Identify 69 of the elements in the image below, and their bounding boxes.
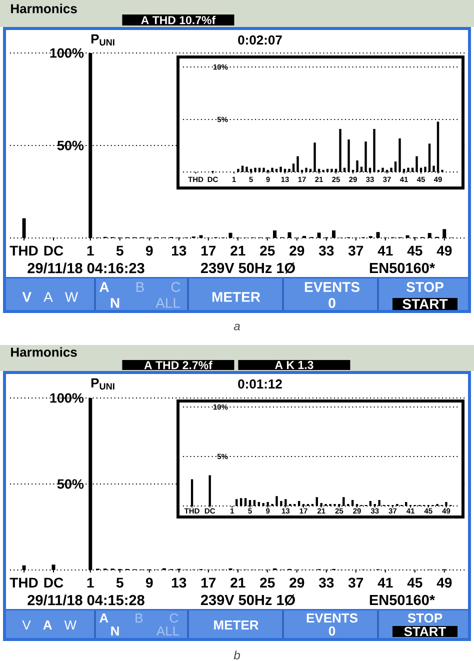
x-tick-label: 5 bbox=[116, 246, 124, 256]
text: N bbox=[110, 298, 120, 308]
text: V A W bbox=[22, 292, 78, 302]
x-tick-label: 9 bbox=[146, 578, 153, 588]
x-tick-label: 37 bbox=[348, 578, 364, 588]
x-tick-label: 41 bbox=[378, 578, 393, 588]
text: EVENTS bbox=[304, 282, 360, 292]
text: EN50160* bbox=[370, 594, 436, 606]
x-tick-label: 37 bbox=[348, 246, 364, 256]
x-tick-label: 45 bbox=[407, 578, 422, 588]
x-tick-label: 49 bbox=[436, 578, 452, 588]
text: START bbox=[402, 299, 448, 309]
text: 239V 50Hz 1Ø bbox=[200, 594, 295, 606]
text: 0:02:07 bbox=[238, 35, 282, 45]
x-tick-label: 45 bbox=[407, 246, 422, 256]
y-tick-label: 100% bbox=[50, 393, 84, 403]
x-tick-label: 49 bbox=[436, 246, 452, 256]
x-tick-label: 21 bbox=[230, 578, 246, 588]
y-tick-label: 50% bbox=[57, 479, 84, 489]
text: METER bbox=[214, 620, 258, 630]
x-tick-label: 17 bbox=[201, 578, 216, 588]
text: STOP bbox=[408, 613, 442, 623]
x-tick-label: 33 bbox=[318, 246, 334, 256]
chart-title: Harmonics bbox=[11, 347, 77, 357]
text: START bbox=[404, 626, 446, 636]
text: b bbox=[234, 650, 240, 660]
y-tick-label: 50% bbox=[57, 140, 84, 150]
text: a bbox=[234, 324, 240, 330]
text: 239V 50Hz 1Ø bbox=[200, 262, 295, 274]
text: 0 bbox=[328, 626, 336, 636]
text: STOP bbox=[406, 282, 444, 292]
x-tick-label: 25 bbox=[260, 578, 275, 588]
y-tick-label: 100% bbox=[50, 48, 84, 58]
x-tick-label: 29 bbox=[290, 246, 304, 256]
text: A B C bbox=[100, 613, 178, 623]
x-tick-label: DC bbox=[44, 246, 64, 256]
x-tick-label: THD bbox=[10, 246, 38, 256]
x-tick-label: 41 bbox=[378, 246, 393, 256]
chart-title: Harmonics bbox=[11, 4, 77, 14]
text: EN50160* bbox=[370, 262, 436, 274]
text: V A W bbox=[22, 620, 76, 630]
x-tick-label: 25 bbox=[260, 246, 275, 256]
text: A B C bbox=[100, 282, 180, 292]
x-tick-label: 29 bbox=[290, 578, 304, 588]
text: P$_{UNI}$ bbox=[91, 378, 114, 390]
x-tick-label: 1 bbox=[87, 578, 94, 588]
text: METER bbox=[212, 292, 260, 302]
text: 0:01:12 bbox=[238, 379, 282, 389]
text: ALL bbox=[156, 626, 180, 636]
text: A K 1.3 bbox=[274, 360, 314, 370]
x-tick-label: 9 bbox=[146, 246, 153, 256]
text: P$_{UNI}$ bbox=[91, 34, 114, 46]
x-tick-label: 5 bbox=[116, 578, 124, 588]
x-tick-label: 13 bbox=[172, 246, 186, 256]
text: 29/11/18 04:16:23 bbox=[28, 262, 144, 274]
x-tick-label: 21 bbox=[230, 246, 246, 256]
text: A THD 2.7%f bbox=[144, 360, 212, 370]
x-tick-label: 33 bbox=[318, 578, 334, 588]
text: A THD 10.7%f bbox=[141, 16, 216, 24]
text: ALL bbox=[156, 298, 180, 308]
text: N bbox=[111, 626, 119, 636]
x-tick-label: DC bbox=[44, 578, 64, 588]
text: 29/11/18 04:15:28 bbox=[28, 594, 144, 606]
x-tick-label: 13 bbox=[172, 578, 186, 588]
x-tick-label: 17 bbox=[201, 246, 216, 256]
text: 0 bbox=[328, 298, 336, 308]
x-tick-label: 1 bbox=[87, 246, 94, 256]
x-tick-label: THD bbox=[10, 578, 38, 588]
text: EVENTS bbox=[306, 613, 358, 623]
